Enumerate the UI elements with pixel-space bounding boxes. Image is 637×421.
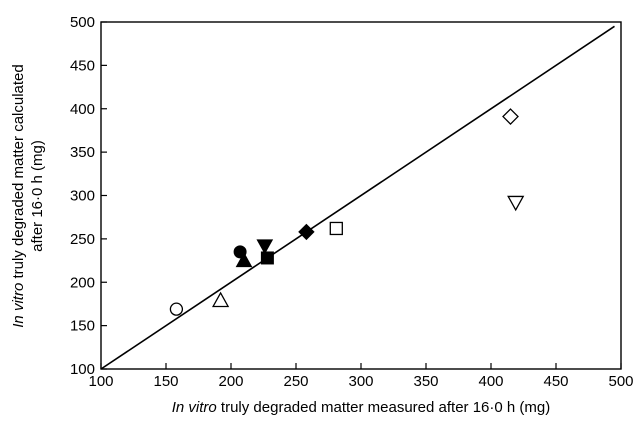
identity-line [100,25,615,370]
y-tick-label: 500 [70,14,95,31]
x-tick-label: 450 [543,373,568,390]
identity-line-path [100,25,615,370]
x-axis-label: In vitro truly degraded matter measured … [172,399,551,416]
x-tick-label: 150 [153,373,178,390]
axis-ticks: 100 150 200 250 300 350 400 450 500 100 150 200 250 3… [70,14,634,390]
data-point-square-filled [260,251,274,265]
data-point-triangle-down-filled [256,239,274,255]
x-tick-label: 300 [348,373,373,390]
y-tick-label: 150 [70,318,95,335]
y-tick-label: 300 [70,188,95,205]
x-tick-label: 200 [218,373,243,390]
y-tick-label: 250 [70,231,95,248]
data-point-triangle-down-open [507,195,525,212]
x-tick-label: 400 [478,373,503,390]
data-points [169,108,525,316]
data-point-diamond-filled [298,223,315,241]
data-point-diamond-open [502,108,519,125]
data-point-circle-open [169,302,184,316]
y-tick-label: 100 [70,361,95,378]
data-point-triangle-up-filled [235,252,253,268]
x-tick-label: 350 [413,373,438,390]
x-tick-label: 250 [283,373,308,390]
data-point-square-open [329,221,343,236]
data-point-triangle-up-open [211,291,230,308]
x-tick-label: 100 [88,373,113,390]
y-tick-label: 450 [70,57,95,74]
y-axis-label-line1: In vitro truly degraded matter calculate… [10,64,27,327]
y-axis-label-line2: after 16·0 h (mg) [29,140,46,252]
y-tick-label: 200 [70,274,95,291]
y-tick-label: 400 [70,101,95,118]
y-tick-label: 350 [70,144,95,161]
x-tick-label: 500 [608,373,633,390]
